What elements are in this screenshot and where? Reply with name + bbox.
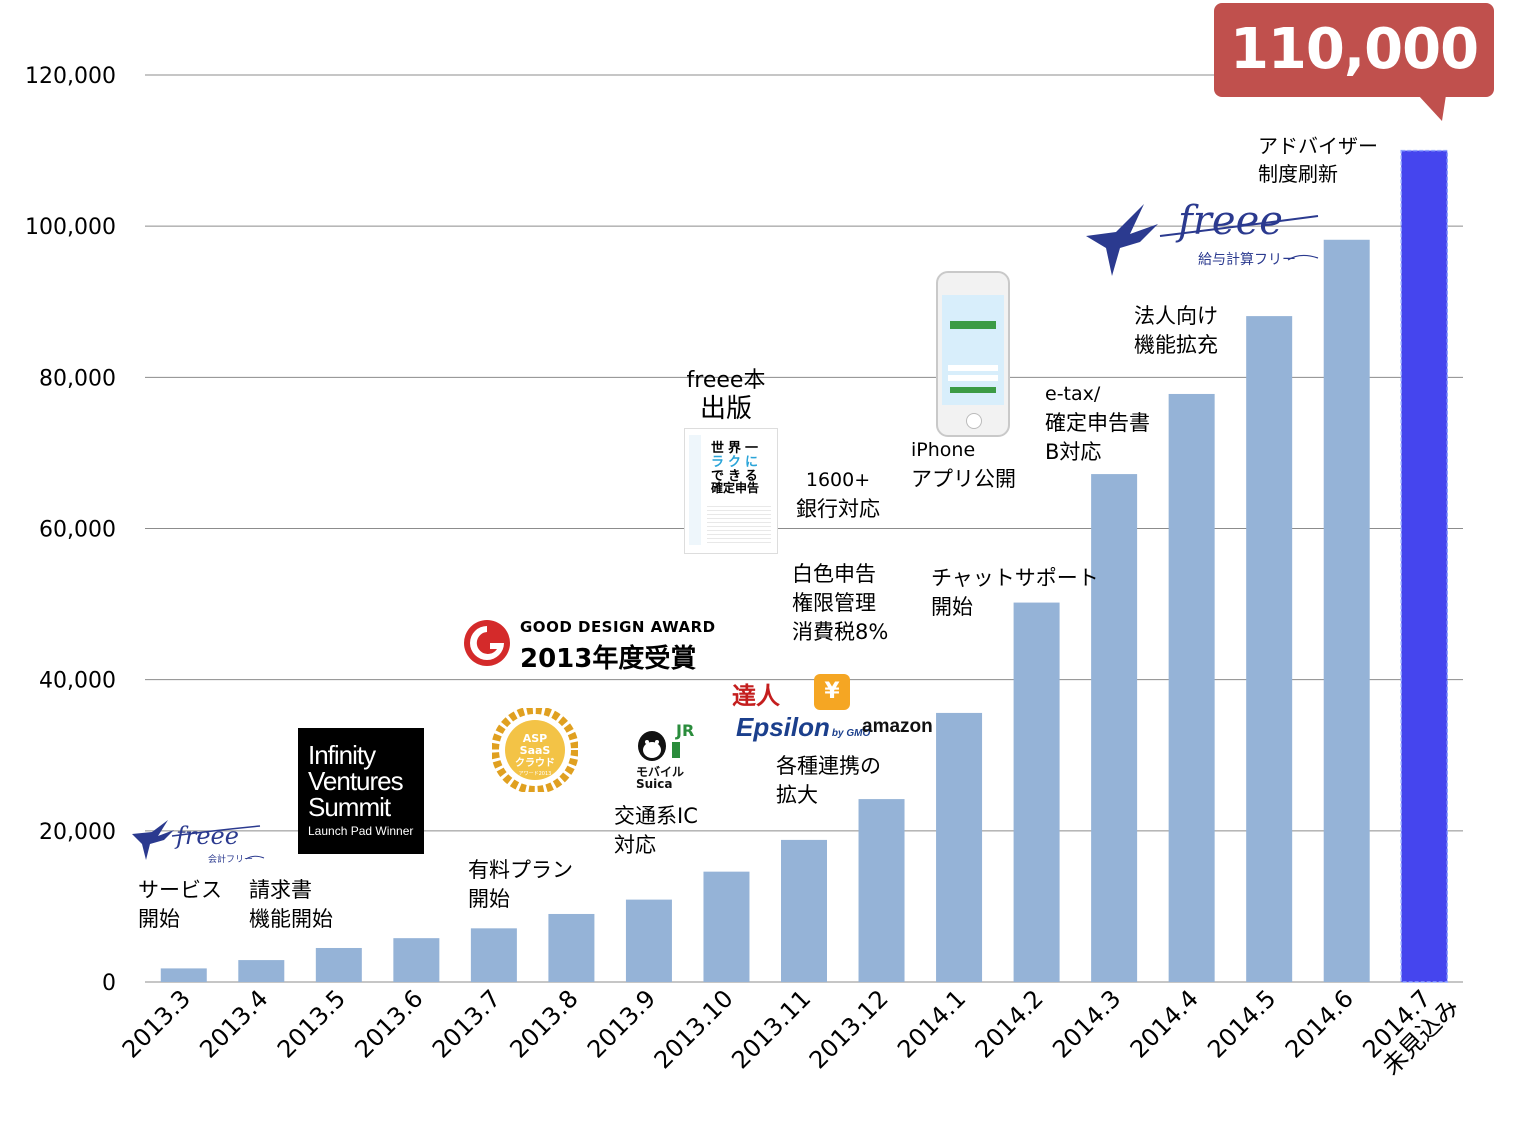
freee-wordmark: freee: [1175, 198, 1283, 244]
x-tick-label: 2014.6: [1280, 984, 1359, 1063]
svg-text:クラウド: クラウド: [515, 757, 555, 769]
bar: [1246, 316, 1293, 982]
yen-app-icon: ¥: [814, 674, 850, 710]
bar: [238, 960, 285, 982]
y-axis-labels: 0 20,000 40,000 60,000 80,000 100,000 120,000: [25, 64, 116, 996]
bars: [160, 149, 1448, 983]
x-tick-label: 2014.4: [1125, 984, 1204, 1063]
x-tick-label: 2013.7: [427, 984, 506, 1063]
ivs-launch-pad-logo: Infinity Ventures Summit Launch Pad Winn…: [298, 728, 424, 854]
annotation-banks: 1600+ 銀行対応: [796, 469, 880, 521]
amazon-logo: amazon: [862, 716, 933, 737]
y-tick-label: 40,000: [39, 669, 116, 694]
y-tick-label: 0: [102, 971, 116, 996]
x-tick-label: 2014.7未見込み: [1357, 975, 1464, 1082]
x-tick-label: 2013.8: [504, 984, 583, 1063]
y-tick-label: 20,000: [39, 820, 116, 845]
bar: [393, 938, 440, 982]
projection-callout: 110,000: [1214, 3, 1494, 97]
bar: [703, 871, 750, 982]
tatsujin-logo: 達人: [732, 683, 780, 710]
bar: [1323, 239, 1370, 982]
x-tick-label: 2013.3: [117, 984, 196, 1063]
x-tick-label: 2013.12: [804, 984, 894, 1074]
iphone-icon: [936, 271, 1010, 437]
y-tick-label: 100,000: [25, 215, 116, 240]
svg-text:JR: JR: [675, 721, 694, 740]
y-tick-label: 60,000: [39, 518, 116, 543]
bar: [1013, 602, 1060, 982]
x-tick-label: 2013.9: [582, 984, 661, 1063]
annotation-chat: チャットサポート 開始: [931, 566, 1099, 619]
gda-award-text: GOOD DESIGN AWARD 2013年度受賞: [520, 618, 716, 674]
bar: [548, 913, 595, 982]
x-tick-label: 2013.11: [726, 984, 816, 1074]
bar: [936, 712, 983, 982]
x-tick-label: 2014.3: [1047, 984, 1126, 1063]
bar-projected: [1400, 149, 1448, 983]
annotation-service-start: サービス 開始: [138, 878, 222, 931]
gda-emblem-icon: [464, 620, 510, 666]
laurel-icon: [492, 708, 578, 792]
annotation-integrations: 各種連携の 拡大: [776, 754, 881, 807]
y-tick-label: 120,000: [25, 64, 116, 89]
bar: [315, 947, 362, 982]
bar: [858, 799, 905, 982]
bar: [160, 968, 207, 982]
annotation-etax: e-tax/確定申告書 B対応: [1045, 383, 1150, 464]
svg-text:給与計算フリー: 給与計算フリー: [1198, 252, 1296, 268]
x-tick-label: 2014.2: [970, 984, 1049, 1063]
swallow-icon: [1086, 204, 1158, 276]
freee-payroll-logo: freee 給与計算フリー: [1086, 198, 1319, 276]
annotation-invoice: 請求書 機能開始: [249, 878, 333, 931]
y-tick-label: 80,000: [39, 366, 116, 391]
freee-wordmark: freee: [174, 822, 239, 850]
annotation-blue-return: 白色申告 権限管理 消費税8%: [792, 562, 889, 644]
asp-saas-award-logo: ASP SaaS クラウド アワード2013: [492, 708, 578, 792]
annotation-ic: 交通系IC 対応: [614, 804, 698, 857]
svg-text:会計フリー: 会計フリー: [208, 853, 253, 865]
epsilon-logo: Epsilon by GMO: [736, 712, 871, 742]
annotation-advisor: アドバイザー 制度刷新: [1258, 134, 1378, 186]
callout-tail: [1418, 95, 1446, 121]
x-tick-label: 2014.5: [1202, 984, 1281, 1063]
bar: [781, 839, 827, 982]
svg-text:ASP: ASP: [523, 732, 548, 745]
x-tick-label: 2014.1: [892, 984, 971, 1063]
bar: [1091, 474, 1138, 982]
freee-accounting-logo: freee 会計フリー: [132, 820, 265, 865]
annotation-corporate: 法人向け 機能拡充: [1134, 304, 1218, 357]
annotation-book: freee本 出版: [686, 368, 766, 424]
book-icon: 世界一 ラクに できる 確定申告: [684, 428, 778, 554]
bar: [1168, 393, 1215, 982]
x-tick-label: 2013.10: [649, 984, 739, 1074]
x-tick-label: 2013.4: [194, 984, 273, 1063]
svg-text:モバイル: モバイル: [636, 765, 684, 779]
bar: [625, 899, 672, 982]
svg-text:Suica: Suica: [636, 777, 673, 790]
mobile-suica-logo: JR モバイル Suica: [636, 721, 694, 790]
bar: [470, 928, 517, 982]
annotation-iphone: iPhone アプリ公開: [911, 439, 1016, 491]
svg-text:アワード2013: アワード2013: [519, 771, 552, 777]
x-tick-label: 2013.6: [349, 984, 428, 1063]
annotation-paid-plan: 有料プラン 開始: [468, 858, 573, 911]
swallow-icon: [132, 820, 174, 860]
x-tick-label: 2013.5: [272, 984, 351, 1063]
svg-text:SaaS: SaaS: [520, 744, 551, 757]
x-axis-labels: 2013.32013.42013.52013.62013.72013.82013…: [117, 975, 1465, 1082]
